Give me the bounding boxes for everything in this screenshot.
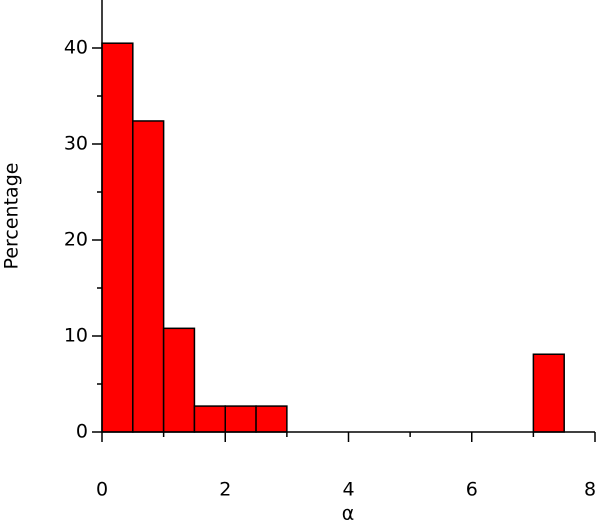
y-tick-label: 30 [64, 133, 88, 155]
y-tick-label: 0 [76, 421, 88, 443]
x-tick-label: 0 [96, 479, 108, 501]
y-tick-label: 40 [64, 37, 88, 59]
bar [132, 120, 165, 433]
x-tick-label: 6 [466, 479, 478, 501]
x-tick-label: 2 [219, 479, 231, 501]
bar [224, 405, 257, 433]
x-tick-label: 4 [342, 479, 354, 501]
y-tick-label: 20 [64, 229, 88, 251]
x-axis-label: α [342, 503, 355, 525]
bar [101, 42, 134, 433]
y-axis-label: Percentage [1, 163, 23, 270]
bar [532, 353, 565, 433]
x-tick-label: 8 [584, 479, 596, 501]
bar [162, 327, 196, 433]
y-tick-label: 10 [64, 325, 88, 347]
bar [255, 405, 288, 433]
bar [193, 405, 226, 433]
